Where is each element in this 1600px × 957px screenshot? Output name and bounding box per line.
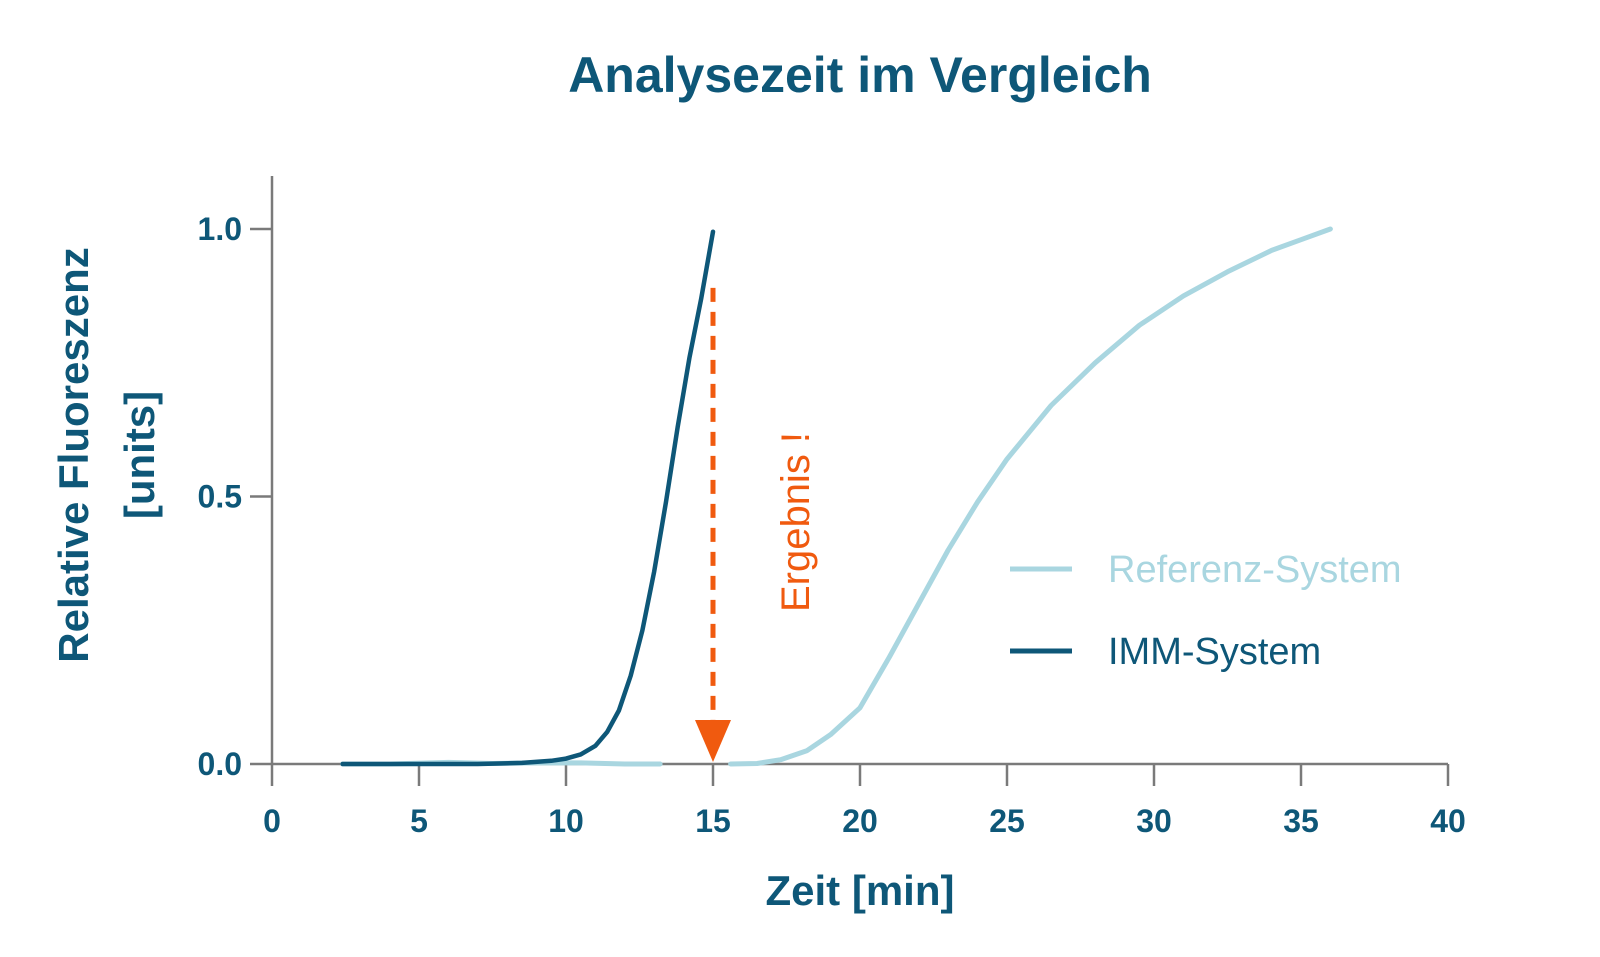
y-tick-label-0.5: 0.5 <box>198 479 242 515</box>
series-line-referenz-system-2 <box>728 226 1333 767</box>
x-tick-label-40: 40 <box>1430 803 1466 839</box>
x-tick-label-25: 25 <box>989 803 1025 839</box>
y-axis-title-line-1: Relative Fluoreszenz <box>50 247 97 662</box>
y-tick-label-1.0: 1.0 <box>198 211 242 247</box>
series-group <box>340 226 1333 767</box>
x-axis-title: Zeit [min] <box>766 867 955 914</box>
y-ticks: 0.0 0.5 1.0 <box>198 211 272 782</box>
x-ticks: 0 5 10 15 20 25 30 35 40 <box>263 764 1466 839</box>
y-tick-label-0.0: 0.0 <box>198 746 242 782</box>
x-tick-label-35: 35 <box>1283 803 1319 839</box>
x-tick-label-30: 30 <box>1136 803 1172 839</box>
x-tick-label-0: 0 <box>263 803 281 839</box>
x-tick-label-20: 20 <box>842 803 878 839</box>
x-tick-label-15: 15 <box>695 803 731 839</box>
annotation-label: Ergebnis ! <box>774 432 818 612</box>
y-axis-title: Relative Fluoreszenz [units] <box>50 247 163 662</box>
x-tick-label-5: 5 <box>410 803 428 839</box>
axes <box>270 176 1448 766</box>
series-line-imm-system-1 <box>340 229 716 767</box>
y-axis-title-line-2: [units] <box>116 391 163 519</box>
legend: Referenz-System IMM-System <box>1010 549 1402 673</box>
legend-label-imm-system: IMM-System <box>1108 631 1321 673</box>
chart-title: Analysezeit im Vergleich <box>568 47 1152 103</box>
legend-label-referenz-system: Referenz-System <box>1108 549 1402 591</box>
annotation-arrowhead <box>695 720 731 762</box>
x-tick-label-10: 10 <box>548 803 584 839</box>
annotation: Ergebnis ! <box>695 287 818 762</box>
